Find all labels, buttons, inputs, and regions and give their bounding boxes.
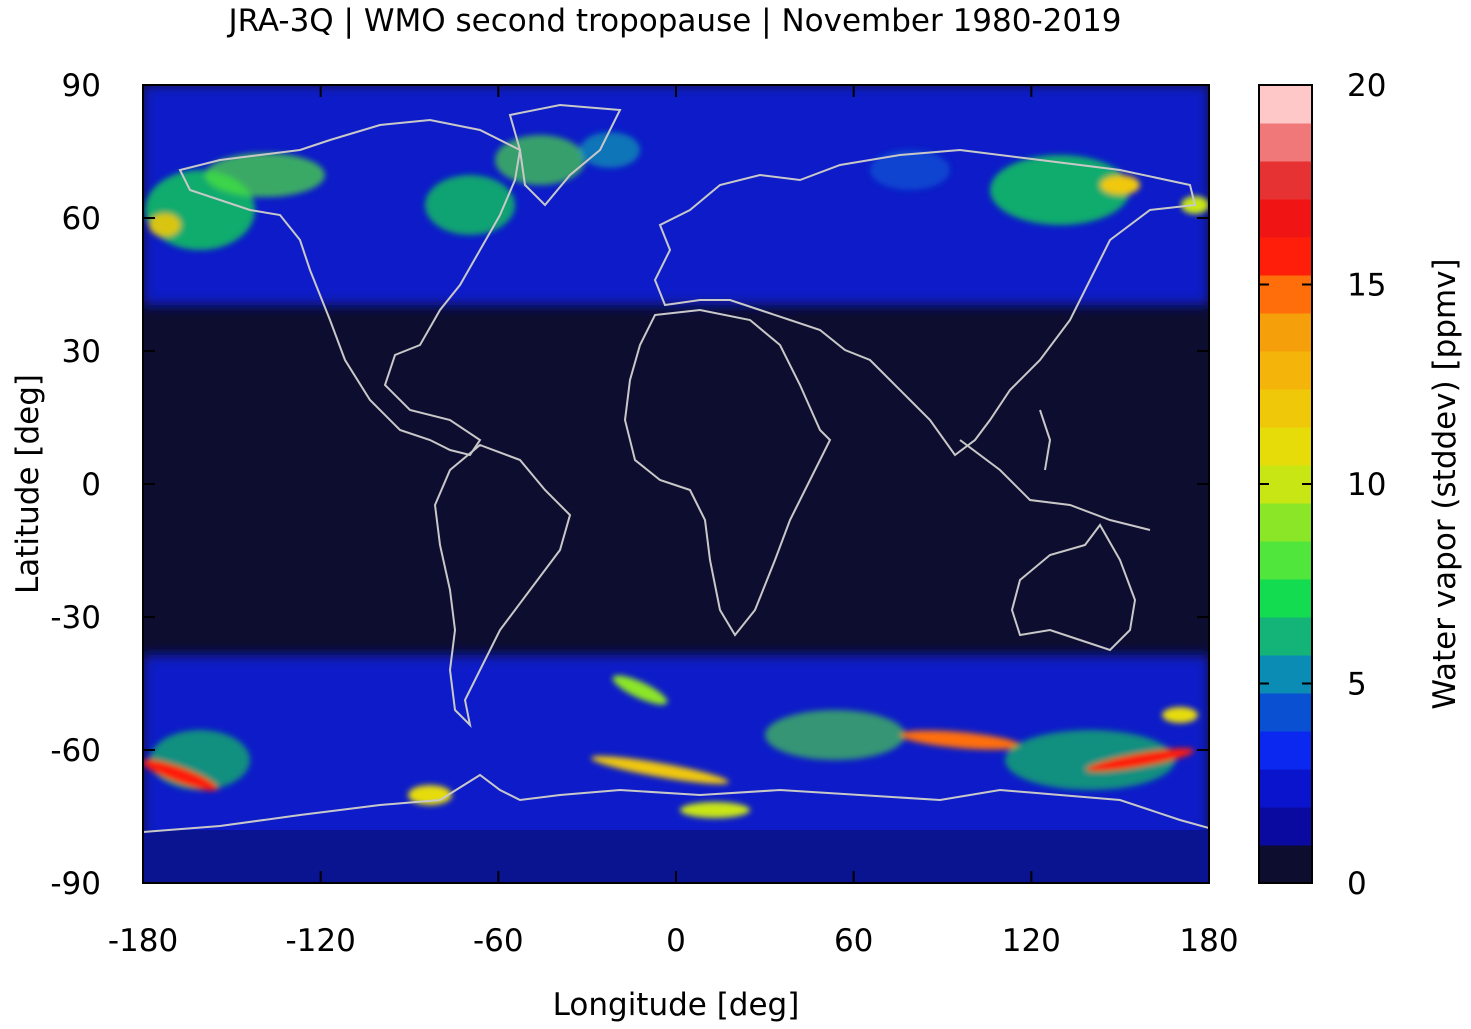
colorbar-swatches [1259, 85, 1312, 884]
colorbar-swatch [1259, 123, 1312, 162]
x-tick-label: 120 [1002, 923, 1061, 959]
colorbar-swatch [1259, 769, 1312, 808]
coastline-south-america [433, 443, 572, 729]
coastline-north-america [178, 118, 522, 457]
colorbar-swatch [1259, 389, 1312, 428]
x-tick-label: -120 [285, 923, 355, 959]
southern-highlights [143, 675, 1198, 818]
water-vapor-field [143, 85, 1209, 883]
x-tick-label: -60 [473, 923, 524, 959]
y-tick-label: 30 [62, 334, 101, 370]
y-tick-label: 90 [62, 68, 101, 104]
coastlines [143, 103, 1209, 833]
x-tick-label: 0 [666, 923, 686, 959]
colorbar-swatch [1259, 503, 1312, 542]
y-axis-tick-labels: 90 60 30 0 -30 -60 -90 [50, 68, 101, 902]
colorbar-swatch [1259, 845, 1312, 884]
colorbar-tick-label: 15 [1347, 268, 1386, 304]
colorbar-ticks [1259, 84, 1312, 884]
y-tick-label: 60 [62, 201, 101, 237]
colorbar-swatch [1259, 313, 1312, 352]
colorbar-swatch [1259, 807, 1312, 846]
x-axis-ticks [142, 85, 1210, 883]
y-tick-label: -30 [50, 600, 101, 636]
coastline-greenland [508, 103, 622, 207]
x-axis-label: Longitude [deg] [553, 987, 800, 1023]
colorbar-tick-label: 0 [1347, 866, 1367, 902]
y-tick-label: -60 [50, 733, 101, 769]
colorbar-label: Water vapor (stddev) [ppmv] [1427, 258, 1463, 709]
coastline-australia [1010, 523, 1137, 652]
coastline-southeast-asia [959, 409, 1151, 531]
map-panel: -180 -120 -60 0 60 120 180 90 60 30 0 -30 -60 -90 [50, 68, 1238, 959]
colorbar-swatch [1259, 427, 1312, 466]
colorbar-swatch [1259, 199, 1312, 238]
coastline-africa [623, 308, 832, 637]
x-tick-label: -180 [108, 923, 178, 959]
colorbar-swatch [1259, 541, 1312, 580]
colorbar-swatch [1259, 351, 1312, 390]
colorbar-tick-labels: 0 5 10 15 20 [1347, 68, 1386, 902]
northern-highlights [145, 132, 1209, 250]
x-tick-label: 180 [1179, 923, 1238, 959]
colorbar-swatch [1259, 693, 1312, 732]
colorbar-tick-label: 10 [1347, 467, 1386, 503]
map-title: JRA-3Q | WMO second tropopause | Novembe… [226, 3, 1121, 39]
colorbar-swatch [1259, 579, 1312, 618]
coastline-europe [653, 148, 1197, 457]
y-axis-label: Latitude [deg] [10, 374, 46, 594]
colorbar: 0 5 10 15 20 Water vapor (stddev) [ppmv] [1258, 68, 1463, 902]
y-tick-label: 0 [81, 467, 101, 503]
coastline-antarctica [143, 773, 1209, 833]
colorbar-swatch [1259, 161, 1312, 200]
x-axis-tick-labels: -180 -120 -60 0 60 120 180 [108, 923, 1239, 959]
colorbar-tick-label: 20 [1347, 68, 1386, 104]
y-axis-ticks [143, 84, 1209, 884]
colorbar-swatch [1259, 275, 1312, 314]
colorbar-swatch [1259, 655, 1312, 694]
y-tick-label: -90 [50, 866, 101, 902]
colorbar-swatch [1259, 237, 1312, 276]
colorbar-swatch [1259, 617, 1312, 656]
colorbar-swatch [1259, 731, 1312, 770]
colorbar-tick-label: 5 [1347, 667, 1367, 703]
x-tick-label: 60 [834, 923, 873, 959]
colorbar-swatch [1259, 85, 1312, 124]
